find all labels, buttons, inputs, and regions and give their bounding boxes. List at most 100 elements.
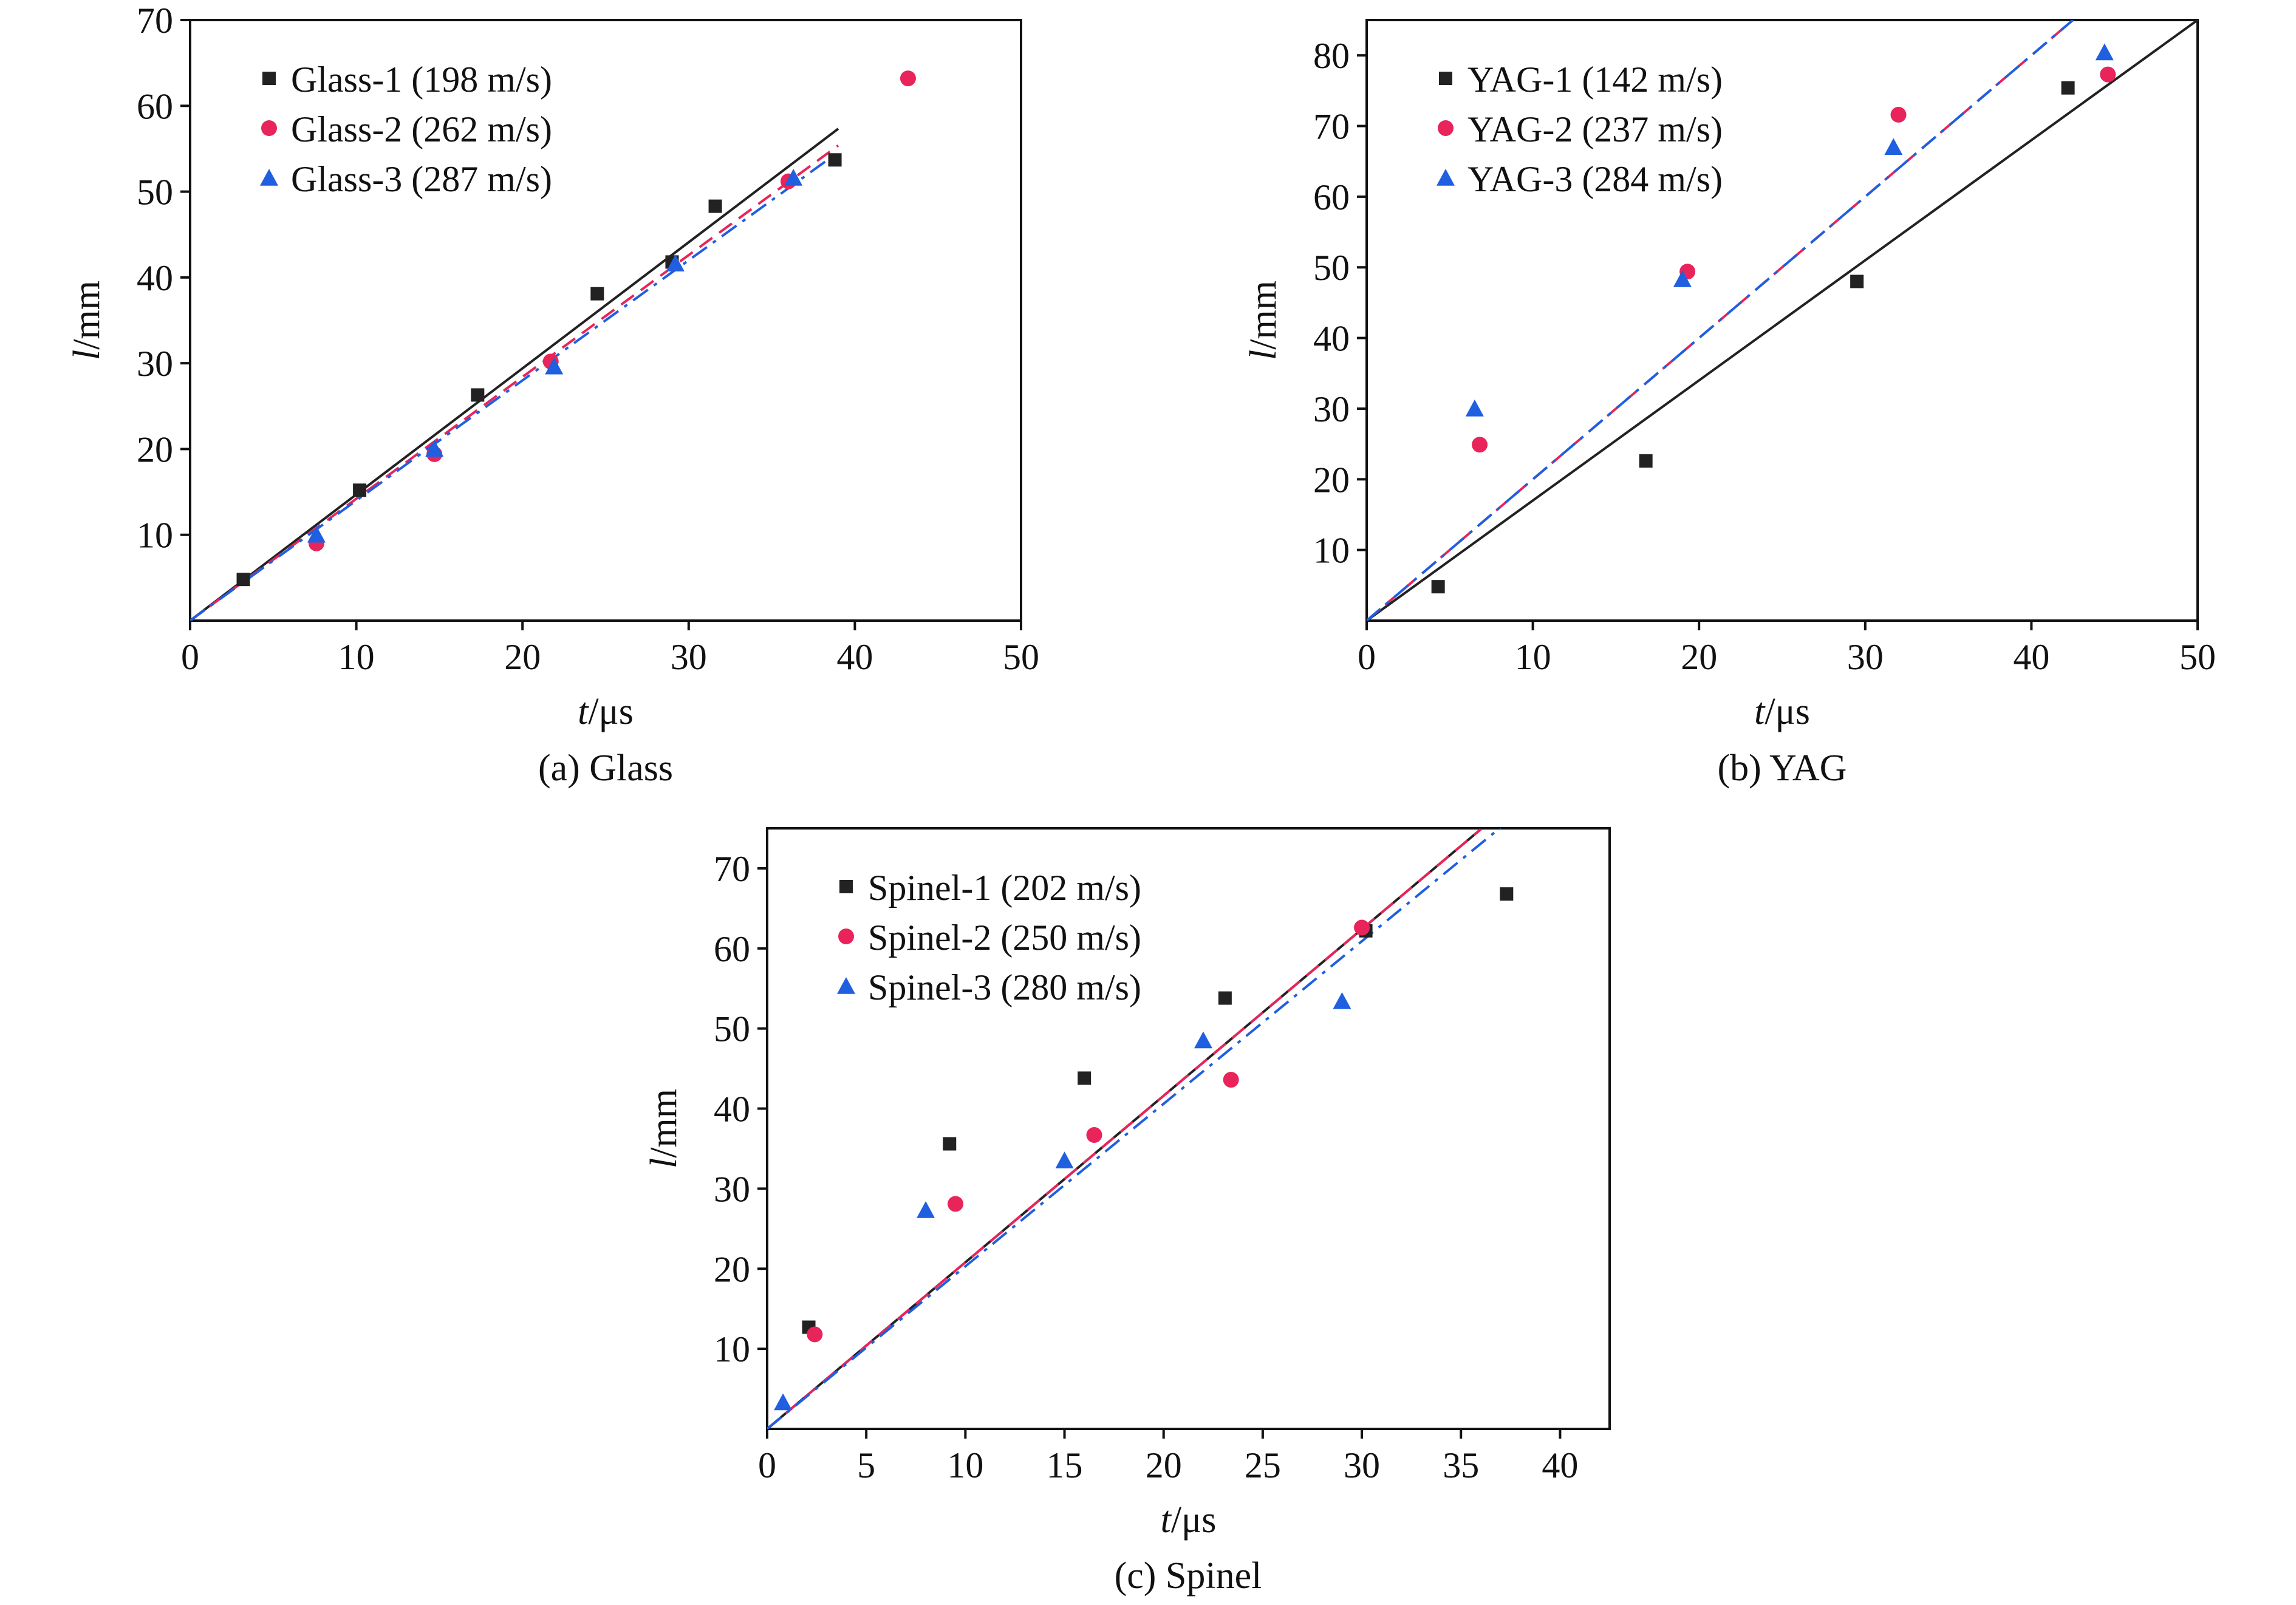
x-tick-label: 15 bbox=[1047, 1445, 1083, 1485]
x-tick-label: 25 bbox=[1245, 1445, 1281, 1485]
fit-line-triangle bbox=[190, 151, 839, 621]
y-tick-label: 10 bbox=[1313, 531, 1350, 571]
plot-frame bbox=[189, 19, 1022, 622]
fit-lines bbox=[1367, 20, 2198, 621]
y-tick-label: 40 bbox=[1313, 319, 1350, 359]
x-tick-label: 10 bbox=[338, 637, 375, 677]
fit-line-triangle bbox=[767, 828, 1502, 1429]
x-tick-label: 20 bbox=[504, 637, 541, 677]
data-point bbox=[307, 525, 326, 543]
y-tick-label: 40 bbox=[714, 1089, 750, 1130]
legend-marker bbox=[1437, 169, 1455, 186]
data-point bbox=[236, 573, 250, 587]
data-point bbox=[1086, 1127, 1102, 1143]
data-point bbox=[1431, 580, 1445, 594]
data-point bbox=[943, 1137, 957, 1151]
data-point bbox=[425, 440, 444, 457]
y-tick-label: 50 bbox=[714, 1009, 750, 1049]
plot-frame bbox=[1365, 19, 2199, 622]
y-tick-label: 70 bbox=[1313, 107, 1350, 147]
data-point bbox=[1465, 399, 1484, 417]
legend-label: Glass-3 (287 m/s) bbox=[291, 159, 552, 199]
chart-caption: (b) YAG bbox=[1718, 748, 1847, 789]
y-tick-label: 60 bbox=[137, 86, 173, 126]
x-tick-label: 35 bbox=[1443, 1445, 1479, 1485]
y-tick-label: 30 bbox=[714, 1169, 750, 1209]
data-point bbox=[1472, 437, 1488, 453]
data-point bbox=[545, 357, 564, 375]
x-axis-label: t/μs bbox=[578, 691, 634, 732]
data-point bbox=[2100, 66, 2116, 83]
y-tick-label: 60 bbox=[1313, 177, 1350, 217]
x-tick-label: 10 bbox=[947, 1445, 983, 1485]
legend-marker bbox=[1439, 72, 1452, 85]
fit-lines bbox=[190, 128, 839, 621]
x-tick-label: 0 bbox=[758, 1445, 776, 1485]
data-point bbox=[1850, 274, 1864, 288]
legend-marker bbox=[262, 72, 276, 85]
legend-label: Spinel-3 (280 m/s) bbox=[868, 967, 1141, 1007]
x-axis-label-unit: /μs bbox=[588, 691, 634, 732]
legend-label: Spinel-2 (250 m/s) bbox=[868, 918, 1141, 958]
fit-line-triangle bbox=[1367, 20, 2074, 621]
y-tick-label: 30 bbox=[1313, 389, 1350, 429]
legend-label: Glass-1 (198 m/s) bbox=[291, 60, 552, 100]
legend-label: Spinel-1 (202 m/s) bbox=[868, 868, 1141, 908]
fit-line-circle bbox=[767, 828, 1482, 1429]
y-tick-label: 10 bbox=[137, 516, 173, 556]
y-tick-label: 20 bbox=[1313, 460, 1350, 500]
data-point bbox=[1890, 106, 1907, 123]
legend-label: Glass-2 (262 m/s) bbox=[291, 109, 552, 149]
plot-frame bbox=[766, 827, 1611, 1430]
legend-marker bbox=[838, 929, 854, 944]
x-tick-label: 40 bbox=[836, 637, 873, 677]
x-tick-label: 10 bbox=[1515, 637, 1551, 677]
x-tick-label: 50 bbox=[2179, 637, 2216, 677]
data-point bbox=[917, 1201, 935, 1218]
fit-line-square bbox=[190, 128, 839, 621]
series-points bbox=[774, 992, 1351, 1411]
series-points bbox=[807, 919, 1370, 1343]
chart-caption: (c) Spinel bbox=[1115, 1555, 1262, 1596]
x-axis-label-symbol: t bbox=[1161, 1499, 1172, 1541]
y-tick-label: 60 bbox=[714, 929, 750, 969]
x-tick-label: 20 bbox=[1146, 1445, 1182, 1485]
chart-yag: 0 10 20 30 40 50 10 20 30 40 50 60 70 80 t/μs l/mm YAG-1… bbox=[1243, 19, 2216, 789]
y-tick-label: 50 bbox=[137, 172, 173, 213]
data-point bbox=[1333, 992, 1351, 1009]
x-axis-label: t/μs bbox=[1754, 691, 1810, 732]
y-axis-label-unit: /mm bbox=[643, 1089, 685, 1158]
x-tick-label: 30 bbox=[1344, 1445, 1380, 1485]
y-tick-label: 50 bbox=[1313, 248, 1350, 288]
data-point bbox=[784, 168, 803, 186]
data-point bbox=[2095, 43, 2114, 61]
fit-line-square bbox=[1367, 20, 2198, 621]
legend-label: YAG-3 (284 m/s) bbox=[1467, 159, 1723, 199]
data-point bbox=[471, 388, 485, 402]
series-points bbox=[1431, 81, 2075, 594]
data-point bbox=[1354, 919, 1370, 936]
legend: YAG-1 (142 m/s) YAG-2 (237 m/s) YAG-3 (284… bbox=[1437, 60, 1723, 199]
x-axis-label-symbol: t bbox=[578, 691, 589, 732]
x-axis-label-symbol: t bbox=[1754, 691, 1766, 732]
y-tick-label: 20 bbox=[137, 429, 173, 469]
y-axis-label-unit: /mm bbox=[1243, 281, 1284, 350]
chart-glass: 0 10 20 30 40 50 10 20 30 40 50 60 70 t/μs l/mm Glass-1… bbox=[66, 1, 1039, 789]
legend: Glass-1 (198 m/s) Glass-2 (262 m/s) Glass-… bbox=[260, 60, 552, 199]
y-tick-label: 10 bbox=[714, 1329, 750, 1369]
legend-marker bbox=[260, 169, 278, 186]
data-point bbox=[900, 70, 916, 87]
x-tick-label: 5 bbox=[857, 1445, 875, 1485]
chart-spinel: 0 5 10 15 20 25 30 35 40 10 20 30 40 50 60 70 t/μs l/mm Sp… bbox=[643, 827, 1611, 1596]
x-axis-label-unit: /μs bbox=[1171, 1499, 1217, 1541]
y-axis-label-symbol: l bbox=[66, 350, 108, 360]
data-point bbox=[1055, 1151, 1074, 1168]
data-point bbox=[1884, 138, 1903, 155]
data-point bbox=[1639, 454, 1653, 468]
x-tick-label: 0 bbox=[1358, 637, 1376, 677]
data-point bbox=[774, 1393, 793, 1411]
y-axis-label-unit: /mm bbox=[66, 281, 108, 350]
y-tick-label: 20 bbox=[714, 1249, 750, 1289]
data-point bbox=[828, 153, 842, 167]
data-point bbox=[590, 287, 604, 301]
